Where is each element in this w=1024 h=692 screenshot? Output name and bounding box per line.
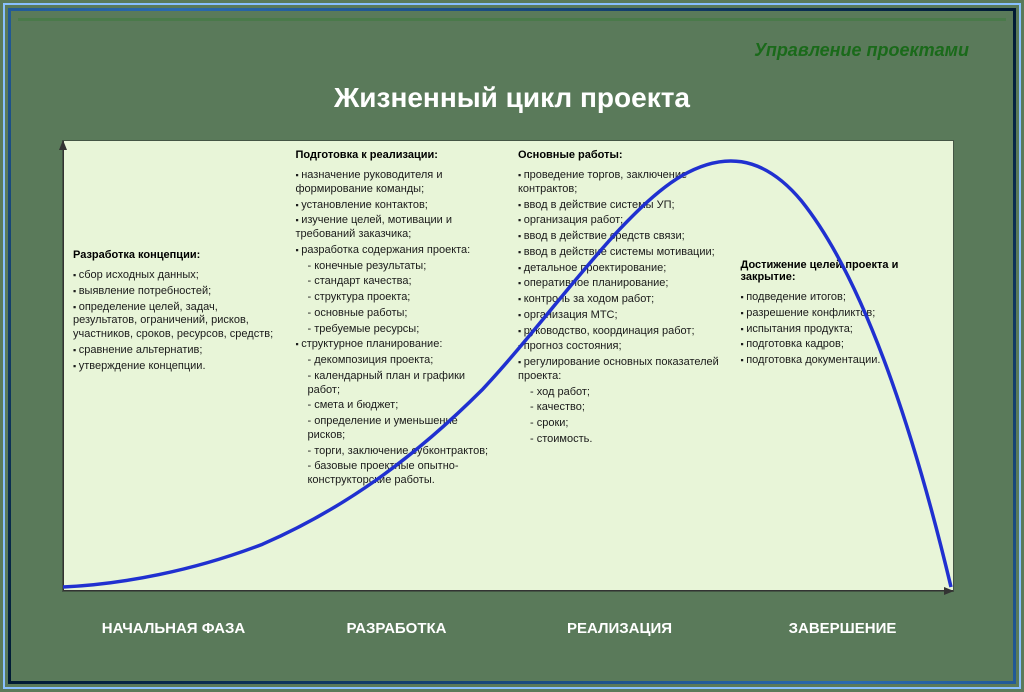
phase-column-title: Разработка концепции: (73, 249, 276, 261)
phase-column-1: Подготовка к реализации: назначение руков… (286, 141, 509, 591)
phase-item: подведение итогов; (741, 291, 944, 305)
phase-item: выявление потребностей; (73, 285, 276, 299)
phase-item: назначение руководителя и формирование к… (296, 169, 499, 197)
header-label: Управление проектами (754, 40, 969, 61)
phase-column-0: Разработка концепции: сбор исходных данны… (63, 141, 286, 591)
phase-item: структура проекта; (296, 291, 499, 305)
phase-item-list: назначение руководителя и формирование к… (296, 169, 499, 488)
phase-column-3: Достижение целей проекта и закрытие: подв… (731, 141, 954, 591)
phase-item: смета и бюджет; (296, 399, 499, 413)
phase-item: организация МТС; (518, 309, 721, 323)
phase-item: регулирование основных показателей проек… (518, 356, 721, 384)
phase-item: подготовка кадров; (741, 338, 944, 352)
phase-item: определение и уменьшение рисков; (296, 415, 499, 443)
phase-item: изучение целей, мотивации и требований з… (296, 214, 499, 242)
top-accent-bar (18, 18, 1006, 21)
phase-item: оперативное планирование; (518, 277, 721, 291)
phase-item-list: сбор исходных данных; выявление потребнос… (73, 269, 276, 373)
phase-columns: Разработка концепции: сбор исходных данны… (63, 141, 953, 591)
phase-item: сравнение альтернатив; (73, 344, 276, 358)
phase-item: руководство, координация работ; (518, 325, 721, 339)
phase-item: декомпозиция проекта; (296, 354, 499, 368)
phase-column-title: Достижение целей проекта и закрытие: (741, 259, 944, 283)
phase-item-list: проведение торгов, заключение контрактов… (518, 169, 721, 447)
slide-title: Жизненный цикл проекта (0, 82, 1024, 114)
chart-panel: Разработка концепции: сбор исходных данны… (62, 140, 954, 592)
phase-item: структурное планирование: (296, 338, 499, 352)
phase-item: торги, заключение субконтрактов; (296, 445, 499, 459)
phase-item: базовые проектные опытно-конструкторские… (296, 460, 499, 488)
phase-column-title: Основные работы: (518, 149, 721, 161)
phase-item: испытания продукта; (741, 323, 944, 337)
phase-item: стандарт качества; (296, 275, 499, 289)
phase-label-3: ЗАВЕРШЕНИЕ (731, 620, 954, 637)
phase-item: детальное проектирование; (518, 262, 721, 276)
phase-item: конечные результаты; (296, 260, 499, 274)
phase-column-title: Подготовка к реализации: (296, 149, 499, 161)
phase-item: основные работы; (296, 307, 499, 321)
phase-item: контроль за ходом работ; (518, 293, 721, 307)
phase-item: ввод в действие системы УП; (518, 199, 721, 213)
phase-item: установление контактов; (296, 199, 499, 213)
phase-item: сбор исходных данных; (73, 269, 276, 283)
phase-item: разрешение конфликтов; (741, 307, 944, 321)
phase-item: разработка содержания проекта: (296, 244, 499, 258)
phase-column-2: Основные работы: проведение торгов, заклю… (508, 141, 731, 591)
phase-labels-row: НАЧАЛЬНАЯ ФАЗАРАЗРАБОТКАРЕАЛИЗАЦИЯЗАВЕРШ… (62, 620, 954, 637)
phase-item: подготовка документации. (741, 354, 944, 368)
phase-label-0: НАЧАЛЬНАЯ ФАЗА (62, 620, 285, 637)
phase-item: календарный план и графики работ; (296, 370, 499, 398)
phase-item: проведение торгов, заключение контрактов… (518, 169, 721, 197)
phase-item: качество; (518, 401, 721, 415)
phase-item: ввод в действие системы мотивации; (518, 246, 721, 260)
phase-item: стоимость. (518, 433, 721, 447)
phase-item: прогноз состояния; (518, 340, 721, 354)
phase-item: определение целей, задач, результатов, о… (73, 301, 276, 342)
phase-item: сроки; (518, 417, 721, 431)
phase-item-list: подведение итогов; разрешение конфликтов;… (741, 291, 944, 368)
phase-item: утверждение концепции. (73, 360, 276, 374)
phase-item: требуемые ресурсы; (296, 323, 499, 337)
phase-item: ход работ; (518, 386, 721, 400)
phase-label-2: РЕАЛИЗАЦИЯ (508, 620, 731, 637)
phase-item: ввод в действие средств связи; (518, 230, 721, 244)
phase-label-1: РАЗРАБОТКА (285, 620, 508, 637)
phase-item: организация работ; (518, 214, 721, 228)
